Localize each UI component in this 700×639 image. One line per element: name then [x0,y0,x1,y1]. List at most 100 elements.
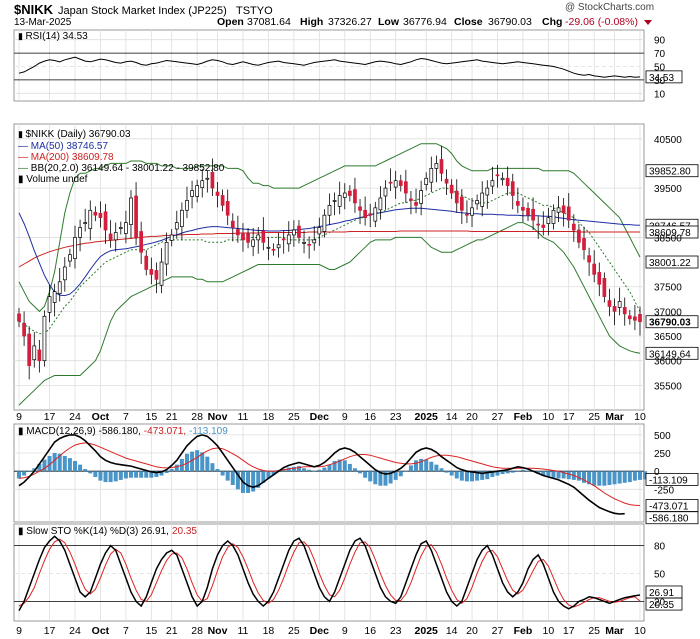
macd-histogram-bar [251,471,256,492]
macd-histogram-bar [246,471,251,493]
candle-up [185,200,189,211]
candle-down [592,263,597,275]
macd-histogram-bar [22,471,27,476]
price-tag: 38001.22 [649,258,691,269]
sto-tag: 26.91 [649,588,674,599]
grid-lines [14,30,644,621]
macd-histogram-bar [363,471,368,478]
x-tick-label: 24 [69,411,81,423]
x-tick-label: 2025 [415,625,439,637]
x-tick-label: 21 [166,625,178,637]
candle-down [505,177,510,186]
candle-up [83,222,88,224]
macd-histogram-bar [561,471,566,479]
macd-legend: ▮ MACD(12,26,9) -586.180, -473.071, -113.1… [18,426,228,437]
macd-histogram-bar [230,471,235,485]
x-tick-label: 15 [146,625,158,637]
candle-down [627,315,632,320]
macd-signal-line [18,442,641,506]
macd-histogram-bar [123,471,128,479]
x-tick-label: Oct [92,411,110,423]
candle-down [561,205,566,214]
candle-down [144,255,149,270]
candle-down [398,180,403,186]
rsi-axis-label: 50 [654,63,666,74]
candle-up [373,207,378,222]
macd-histogram-bar [383,471,388,486]
x-tick-label: Feb [514,625,533,637]
candle-down [582,238,586,251]
macd-histogram-bar [302,468,307,472]
x-tick-label: 24 [69,625,81,637]
macd-histogram-bar [576,471,581,481]
candle-up [256,234,261,241]
candle-down [404,181,408,194]
macd-histogram-bar [500,471,505,475]
macd-histogram-bar [551,471,556,478]
x-tick-label: Dec [310,625,329,637]
candle-down [353,189,357,204]
candle-up [378,197,383,211]
macd-histogram-bar [378,471,383,486]
candle-down [536,223,541,226]
candle-up [57,281,62,294]
rsi-axis-label: 70 [654,49,666,60]
candle-up [342,192,347,198]
macd-histogram-bar [47,455,52,472]
macd-histogram-bar [67,458,72,472]
macd-histogram-bar [602,471,607,486]
candle-up [113,232,118,241]
candle-down [22,322,26,337]
candle-down [444,178,449,184]
macd-histogram-bar [307,469,312,472]
macd-histogram-bar [195,450,200,472]
price-panel [13,123,645,411]
candle-up [276,244,281,249]
candle-up [546,217,551,224]
macd-histogram-bar [622,471,627,483]
macd-histogram-bar [98,471,103,481]
candle-down [612,306,617,312]
macd-histogram-bar [429,461,434,472]
macd-histogram-bar [607,471,612,485]
rsi-axis-label: 30 [654,76,666,87]
ma200-line [18,230,640,268]
stockcharts-copyright: @ StockCharts.com [565,2,654,13]
x-tick-label: 10 [634,411,646,423]
price-layer: 39852.8038746.5738609.7838001.2236790.03… [17,143,699,406]
high-value: 37326.27 [328,16,372,28]
macd-histogram-bar [17,471,21,479]
candle-up [490,180,495,187]
x-tick-label: Dec [310,411,329,423]
candle-down [363,209,367,219]
candle-down [597,272,602,285]
macd-histogram-bar [520,469,525,472]
x-tick-label: 27 [492,625,504,637]
price-axis-label: 35500 [654,381,682,392]
low-label: Low [378,16,400,28]
candle-down [577,229,581,243]
macd-histogram-bar [597,471,602,486]
macd-tag: -473.071 [649,502,689,513]
sto-axis-label: 50 [654,570,666,581]
macd-histogram-bar [88,471,93,474]
sto-axis-label: 20 [654,597,666,608]
candle-up [312,239,317,244]
macd-histogram-bar [93,471,98,477]
close-value: 36790.03 [488,16,532,28]
candle-down [261,230,266,243]
macd-histogram-bar [470,471,475,482]
macd-tag: -586.180 [649,514,689,525]
candle-down [27,333,32,366]
ma50-legend: — MA(50) 38746.57 [18,141,108,152]
candle-down [230,220,235,228]
x-tick-label: 25 [588,411,600,423]
macd-histogram-bar [612,471,617,485]
macd-histogram-bar [215,469,220,472]
macd-histogram-bar [266,471,271,479]
rsi-value-tag: 34.53 [649,73,674,84]
candle-up [129,197,133,225]
macd-histogram-bar [342,460,347,472]
candle-up [32,345,37,361]
candle-up [383,187,388,197]
